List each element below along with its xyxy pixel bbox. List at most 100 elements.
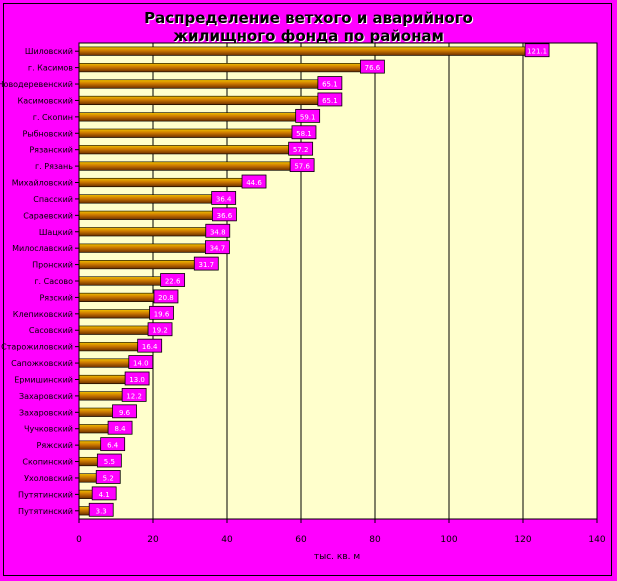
bar bbox=[78, 407, 115, 417]
data-label-box bbox=[91, 486, 117, 501]
data-label: 12.2 bbox=[126, 392, 142, 400]
bar bbox=[78, 210, 215, 220]
x-tick-label: 40 bbox=[221, 535, 233, 545]
category-label: Шиловский bbox=[25, 47, 73, 56]
data-label: 20.8 bbox=[158, 294, 174, 302]
bar bbox=[78, 424, 111, 434]
data-label: 121.1 bbox=[527, 48, 547, 56]
x-tick-label: 120 bbox=[514, 535, 531, 545]
data-label: 57.6 bbox=[294, 163, 310, 171]
category-labels: Шиловский г. Касимов Новодеревенский Касимо… bbox=[0, 47, 79, 516]
category-label: Пронский bbox=[32, 261, 73, 270]
data-label-box bbox=[95, 470, 121, 484]
bar bbox=[78, 358, 132, 368]
category-label: Новодеревенский bbox=[0, 80, 73, 89]
x-tick-label: 20 bbox=[147, 535, 159, 545]
category-label: Спасский bbox=[33, 195, 73, 204]
bar bbox=[78, 292, 157, 302]
bar bbox=[78, 95, 321, 106]
category-label: Шацкий bbox=[39, 228, 73, 237]
category-label: Ряжский bbox=[37, 441, 73, 450]
category-label: Путятинский bbox=[18, 507, 73, 516]
category-label: Милославский bbox=[12, 244, 73, 253]
data-label-box bbox=[360, 59, 385, 74]
category-label: Сараевский bbox=[23, 211, 73, 220]
bar bbox=[78, 309, 152, 319]
category-label: Сапожковский bbox=[11, 359, 73, 368]
data-label: 6.4 bbox=[107, 442, 119, 450]
data-label-box bbox=[204, 240, 230, 255]
data-label: 65.1 bbox=[322, 81, 338, 89]
data-label-box bbox=[112, 404, 137, 419]
data-label-box bbox=[288, 141, 314, 156]
data-label: 57.2 bbox=[293, 146, 309, 154]
bar bbox=[78, 325, 151, 335]
data-label-box bbox=[241, 174, 267, 189]
category-label: Старожиловский bbox=[1, 343, 73, 352]
category-label: Клепиковский bbox=[13, 310, 73, 319]
category-label: Ухоловский bbox=[24, 474, 73, 483]
data-label-box bbox=[121, 387, 147, 402]
data-label-box bbox=[124, 371, 150, 386]
data-label: 19.6 bbox=[154, 310, 170, 318]
data-label: 34.7 bbox=[210, 245, 226, 253]
data-label-box bbox=[524, 43, 550, 58]
data-label-box bbox=[211, 191, 237, 205]
bar bbox=[78, 79, 321, 89]
category-label: г. Касимов bbox=[28, 64, 73, 73]
data-label: 19.2 bbox=[152, 327, 168, 335]
bar bbox=[78, 391, 125, 401]
data-label-box bbox=[147, 322, 173, 337]
category-label: Путятинский bbox=[18, 490, 73, 499]
data-label: 36.4 bbox=[216, 195, 232, 203]
chart-title: Распределение ветхого и аварийного жилищ… bbox=[144, 9, 473, 45]
data-label-box bbox=[317, 92, 343, 107]
category-label: г. Сасово bbox=[34, 277, 73, 286]
bar bbox=[78, 473, 99, 483]
data-label-box bbox=[153, 289, 179, 304]
bar bbox=[78, 456, 100, 467]
data-label-box bbox=[295, 108, 321, 123]
x-axis-label: тыс. кв. м bbox=[314, 552, 360, 562]
bar bbox=[78, 243, 208, 253]
data-label-box bbox=[128, 355, 154, 369]
bars bbox=[78, 46, 528, 516]
data-label: 3.3 bbox=[96, 507, 107, 515]
x-tick-label: 100 bbox=[440, 535, 457, 545]
data-label: 5.2 bbox=[103, 474, 114, 482]
data-label: 4.1 bbox=[99, 491, 110, 499]
category-label: г. Скопин bbox=[33, 113, 73, 122]
data-labels: 121.1 76.6 65.1 65.1 59.1 58.1 57.2 57.6 44.6 36.… bbox=[88, 43, 550, 517]
data-label: 65.1 bbox=[322, 97, 338, 105]
data-label: 9.6 bbox=[119, 409, 131, 417]
bar bbox=[78, 276, 163, 286]
data-label-box bbox=[88, 502, 114, 517]
data-label-box bbox=[193, 256, 219, 271]
data-label-box bbox=[160, 273, 186, 287]
data-label-box bbox=[137, 338, 163, 353]
data-label: 36.6 bbox=[217, 212, 233, 220]
data-label: 58.1 bbox=[296, 130, 312, 138]
bar bbox=[78, 177, 245, 188]
data-label-box bbox=[212, 207, 237, 222]
bar bbox=[78, 260, 197, 270]
data-label-box bbox=[289, 158, 315, 173]
data-label: 76.6 bbox=[365, 64, 381, 72]
category-label: Касимовский bbox=[18, 96, 73, 105]
category-label: Рязский bbox=[39, 293, 73, 302]
data-label: 8.4 bbox=[115, 425, 127, 433]
x-tick-labels: 0 20 40 60 80 100 120 140 bbox=[76, 535, 606, 545]
category-label: Захаровский bbox=[19, 392, 73, 401]
category-label: г. Рязань bbox=[35, 162, 73, 171]
bar bbox=[78, 440, 103, 450]
bar bbox=[78, 112, 298, 122]
category-label: Михайловский bbox=[12, 179, 73, 188]
bar bbox=[78, 374, 128, 385]
bar bbox=[78, 342, 140, 352]
data-label: 14.0 bbox=[133, 360, 149, 368]
bar bbox=[78, 46, 528, 56]
bar bbox=[78, 194, 214, 204]
data-label: 22.6 bbox=[165, 278, 181, 286]
x-tick-label: 60 bbox=[295, 535, 307, 545]
